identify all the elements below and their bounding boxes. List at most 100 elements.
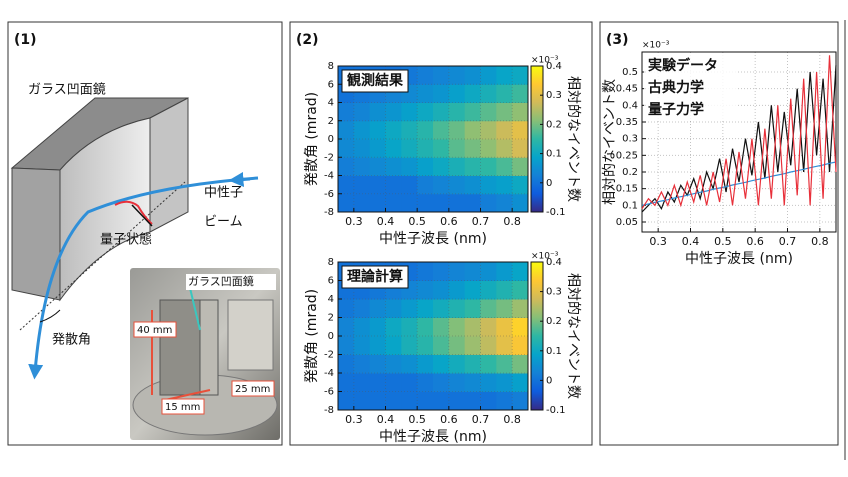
heat-cell (512, 66, 529, 85)
heat-cell (448, 262, 466, 281)
mirror-diagram (10, 97, 259, 380)
y-tick-label: -2 (324, 350, 334, 361)
legend-entry: 量子力学 (648, 101, 704, 118)
y-tick-label: -4 (324, 368, 334, 379)
inset-box (341, 69, 409, 93)
heat-cell (401, 193, 418, 213)
x-axis-label: 中性子波長 (nm) (379, 429, 487, 445)
y-tick-label: -4 (324, 171, 334, 182)
heat-cell (512, 193, 529, 213)
heat-cell (369, 317, 386, 337)
heat-cell (496, 157, 513, 176)
heat-cell (496, 354, 513, 374)
heat-cell (464, 317, 481, 337)
colorbar-label: 相対的なイベント数 (565, 76, 581, 202)
heat-cell (448, 336, 466, 355)
heat-cell (480, 391, 497, 411)
heat-cell (401, 373, 418, 392)
y-axis-label: 発散角 (mrad) (304, 289, 320, 383)
heat-cell (353, 317, 371, 337)
heat-cell (433, 354, 450, 374)
colorbar-tick-label: 0.3 (546, 287, 562, 298)
y-tick-label: 0 (328, 331, 334, 342)
legend-box (644, 54, 738, 120)
heat-cell (512, 102, 529, 122)
y-tick-label: 8 (328, 257, 334, 268)
heat-cell (385, 354, 402, 374)
heat-cell (401, 299, 418, 318)
heat-cell (448, 157, 466, 176)
heat-cell (338, 354, 355, 374)
heat-cell (433, 84, 450, 103)
heat-cell (464, 373, 481, 392)
heat-cell (464, 193, 481, 213)
heat-cell (480, 262, 497, 281)
heat-cell (448, 102, 466, 122)
x-tick-label: 0.4 (682, 235, 700, 248)
heat-cell (369, 299, 386, 318)
heat-cell (448, 280, 466, 300)
colorbar (530, 261, 544, 411)
heat-cell (433, 280, 450, 300)
heat-cell (433, 139, 450, 158)
panel-label: (2) (296, 32, 319, 48)
heat-cell (480, 139, 497, 158)
heat-cell (369, 175, 386, 195)
heat-cell (401, 391, 418, 411)
heat-cell (464, 66, 481, 85)
heat-cell (401, 175, 418, 195)
heat-cell (496, 193, 513, 213)
x-tick-label: 0.6 (440, 215, 458, 228)
heat-cell (448, 354, 466, 374)
heat-cell (480, 373, 497, 392)
colorbar-tick-label: 0.2 (546, 316, 562, 327)
heat-cell (464, 120, 481, 140)
panel-label: (1) (14, 32, 37, 48)
y-tick-label: 0.05 (616, 217, 638, 228)
heat-cell (448, 299, 466, 318)
heat-cell (433, 120, 450, 140)
heat-cell (417, 193, 434, 213)
heat-cell (353, 391, 371, 411)
photo-label: 15 mm (165, 402, 200, 413)
y-tick-label: 6 (328, 79, 334, 90)
x-tick-label: 0.3 (649, 235, 667, 248)
colorbar-tick-label: -0.1 (546, 405, 566, 416)
heat-cell (448, 373, 466, 392)
panel-frame (289, 21, 593, 446)
colorbar (530, 65, 544, 213)
plot-frame (337, 65, 529, 213)
y-axis-label: 相対的なイベント数 (602, 79, 618, 205)
y-axis-label: 発散角 (mrad) (304, 92, 320, 186)
heat-cell (433, 373, 450, 392)
heat-cell (496, 262, 513, 281)
heat-cell (369, 193, 386, 213)
heat-cell (496, 84, 513, 103)
y-tick-label: 2 (328, 116, 334, 127)
colorbar-tick-label: 0.3 (546, 90, 562, 101)
x-tick-label: 0.7 (472, 215, 490, 228)
heat-cell (385, 299, 402, 318)
heat-cell (464, 299, 481, 318)
y-tick-label: 4 (328, 294, 334, 305)
heat-cell (417, 120, 434, 140)
heat-cell (417, 66, 434, 85)
y-tick-label: 0.1 (622, 200, 638, 211)
x-tick-label: 0.5 (408, 215, 426, 228)
heat-cell (464, 175, 481, 195)
heat-cell (433, 262, 450, 281)
series-line (641, 65, 837, 213)
heat-cell (338, 157, 355, 176)
heat-cell (512, 84, 529, 103)
x-tick-label: 0.5 (408, 413, 426, 426)
plot-frame (337, 261, 529, 411)
heat-cell (385, 193, 402, 213)
heat-cell (480, 84, 497, 103)
x-axis-label: 中性子波長 (nm) (685, 251, 793, 267)
heat-cell (464, 139, 481, 158)
y-tick-label: 0 (328, 134, 334, 145)
heat-cell (448, 175, 466, 195)
heat-cell (385, 373, 402, 392)
colorbar-label: 相対的なイベント数 (565, 273, 581, 399)
